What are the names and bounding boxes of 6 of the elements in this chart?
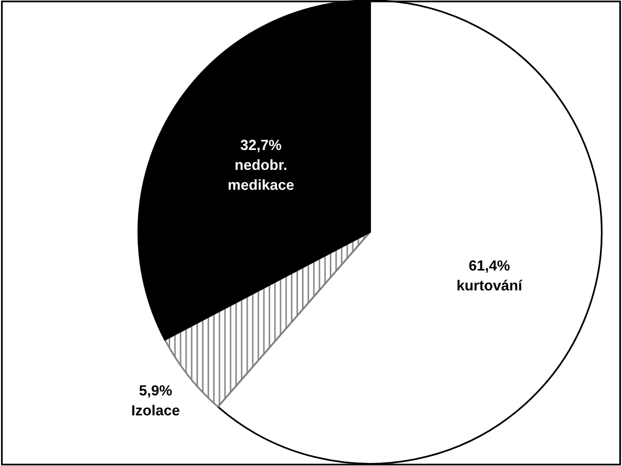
data-label: 5,9%: [139, 385, 172, 398]
slice-label: Izolace: [132, 404, 180, 416]
data-label: 32,7%: [240, 140, 282, 152]
slice-label: kurtování: [458, 280, 523, 291]
slice-label: nedobr. medikace: [228, 159, 294, 190]
data-label: 61,4%: [469, 260, 510, 273]
